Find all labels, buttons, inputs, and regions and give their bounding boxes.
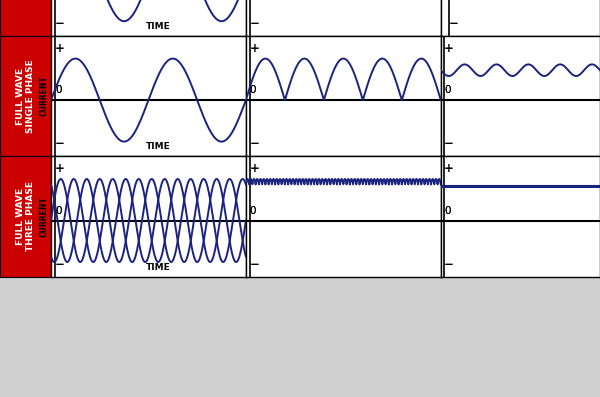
Text: TIME: TIME xyxy=(146,143,170,151)
Text: 0: 0 xyxy=(55,206,61,216)
Text: −: − xyxy=(250,137,260,150)
Text: 0: 0 xyxy=(444,206,451,216)
Text: −: − xyxy=(55,17,65,30)
Text: 0: 0 xyxy=(250,85,256,95)
Text: +: + xyxy=(55,42,65,55)
Text: RECTIFIED AC: RECTIFIED AC xyxy=(298,12,389,24)
Text: +: + xyxy=(55,162,65,175)
Text: CURRENT: CURRENT xyxy=(40,75,49,116)
Text: 0: 0 xyxy=(55,206,61,216)
Text: +: + xyxy=(444,162,454,175)
Text: −: − xyxy=(250,17,260,30)
Text: 0: 0 xyxy=(55,85,61,95)
Text: −: − xyxy=(444,137,454,150)
Text: −: − xyxy=(55,137,65,150)
Text: FULL WAVE
SINGLE PHASE: FULL WAVE SINGLE PHASE xyxy=(16,59,35,133)
Text: 0: 0 xyxy=(444,85,451,95)
Text: TIME: TIME xyxy=(146,22,170,31)
Text: 0: 0 xyxy=(250,206,256,216)
Text: +: + xyxy=(250,162,260,175)
Text: 0: 0 xyxy=(444,85,451,95)
Text: FULL WAVE
THREE PHASE: FULL WAVE THREE PHASE xyxy=(16,181,35,251)
Text: CURRENT: CURRENT xyxy=(40,196,49,237)
Text: −: − xyxy=(444,258,454,271)
Text: +: + xyxy=(444,42,454,55)
Text: INPUT AC: INPUT AC xyxy=(117,12,180,24)
Text: −: − xyxy=(449,17,458,30)
Text: RECTIFIED + FILTERED AC: RECTIFIED + FILTERED AC xyxy=(436,12,600,24)
Text: 0: 0 xyxy=(250,206,256,216)
Text: −: − xyxy=(250,258,260,271)
Text: 0: 0 xyxy=(250,85,256,95)
Text: TIME: TIME xyxy=(146,263,170,272)
Text: 0: 0 xyxy=(444,206,451,216)
Text: +: + xyxy=(250,42,260,55)
Text: −: − xyxy=(55,258,65,271)
Text: 0: 0 xyxy=(55,85,61,95)
